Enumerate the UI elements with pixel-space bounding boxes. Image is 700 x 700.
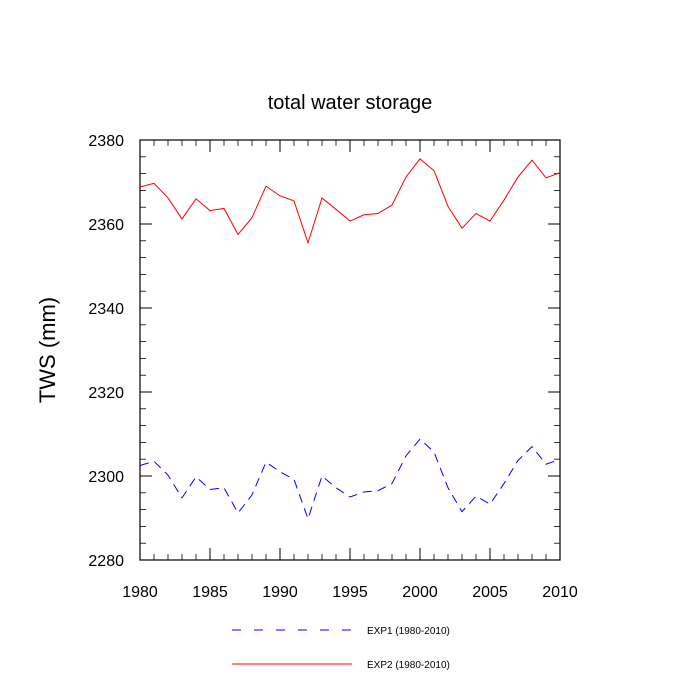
- y-axis-label: TWS (mm): [35, 297, 60, 403]
- y-tick-label: 2300: [88, 469, 124, 486]
- axis-ticks: 1980 1985 1990 1995 2000 2005 2010 2280 2300 2320…: [88, 133, 577, 601]
- x-tick-label: 1995: [332, 584, 368, 601]
- y-tick-label: 2340: [88, 301, 124, 318]
- x-tick-label: 2000: [402, 584, 438, 601]
- legend: EXP1 (1980-2010) EXP2 (1980-2010): [232, 626, 450, 671]
- series-layer: [139, 158, 561, 521]
- x-tick-label: 1990: [262, 584, 298, 601]
- y-tick-label: 2320: [88, 385, 124, 402]
- y-tick-label: 2380: [88, 133, 124, 150]
- series-line-2: [139, 158, 561, 245]
- x-tick-label: 1980: [122, 584, 158, 601]
- y-tick-label: 2360: [88, 217, 124, 234]
- x-tick-label: 1985: [192, 584, 228, 601]
- x-tick-label: 2005: [472, 584, 508, 601]
- series-line-1: [139, 438, 561, 521]
- x-tick-label: 2010: [542, 584, 578, 601]
- chart-title: total water storage: [268, 92, 433, 114]
- y-tick-label: 2280: [88, 553, 124, 570]
- legend-label-2: EXP2 (1980-2010): [367, 660, 450, 671]
- legend-label-1: EXP1 (1980-2010): [367, 626, 450, 637]
